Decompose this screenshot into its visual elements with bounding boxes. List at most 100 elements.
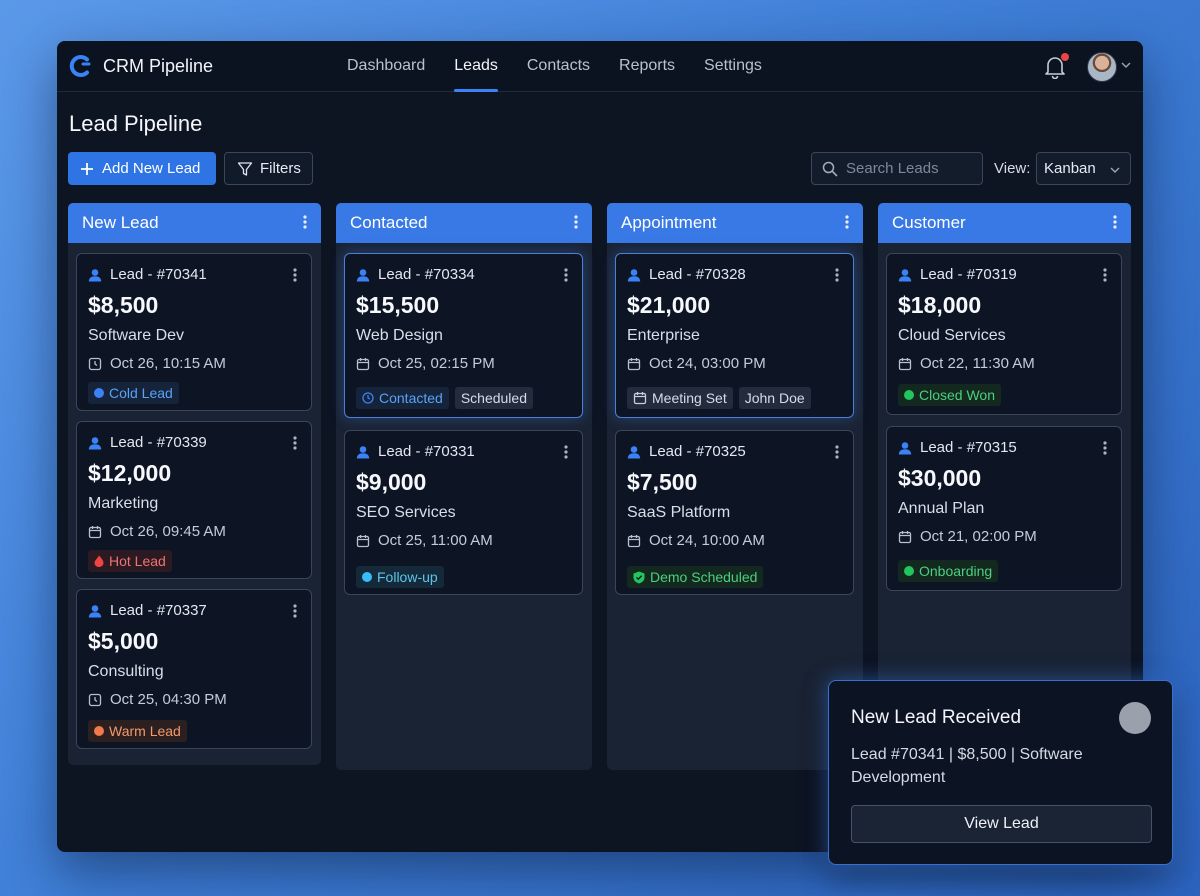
lead-id: Lead - #70328 [649, 266, 746, 283]
kebab-menu-icon[interactable] [845, 215, 849, 229]
lead-amount: $18,000 [898, 292, 982, 318]
tag-list: Closed Won [898, 384, 1002, 406]
status-dot-icon [904, 566, 914, 576]
status-tag-label: Contacted [379, 390, 443, 406]
bell-icon[interactable] [1044, 55, 1066, 79]
alarm-clock-icon [88, 357, 102, 370]
close-icon[interactable] [1119, 702, 1151, 734]
lead-card[interactable]: Lead - #70325 $7,500 SaaS Platform Oct 24, … [615, 430, 854, 595]
user-icon [88, 604, 102, 617]
user-icon [627, 268, 641, 281]
lead-date: Oct 25, 04:30 PM [110, 691, 227, 708]
status-dot-icon [904, 390, 914, 400]
lead-card[interactable]: Lead - #70334 $15,500 Web Design Oct 25, 02… [344, 253, 583, 418]
user-avatar[interactable] [1087, 52, 1117, 82]
lead-card[interactable]: Lead - #70331 $9,000 SEO Services Oct 25, 1… [344, 430, 583, 595]
lead-card[interactable]: Lead - #70328 $21,000 Enterprise Oct 24, 03… [615, 253, 854, 418]
lead-date-row: Oct 26, 10:15 AM [88, 355, 226, 372]
search-icon [822, 161, 838, 176]
status-tag: Closed Won [898, 384, 1002, 406]
status-tag: Follow-up [356, 566, 444, 588]
kebab-menu-icon[interactable] [303, 215, 307, 229]
kebab-menu-icon[interactable] [564, 445, 568, 459]
lead-date-row: Oct 25, 02:15 PM [356, 355, 495, 372]
lead-category: Annual Plan [898, 500, 985, 517]
search-box [811, 152, 983, 185]
nav-dashboard[interactable]: Dashboard [347, 57, 426, 74]
shield-check-icon [633, 571, 645, 583]
nav-reports[interactable]: Reports [619, 57, 676, 74]
tag-list: Contacted Scheduled [356, 387, 533, 409]
kebab-menu-icon[interactable] [835, 445, 839, 459]
lead-date: Oct 24, 10:00 AM [649, 532, 765, 549]
lead-amount: $7,500 [627, 469, 698, 495]
lead-card[interactable]: Lead - #70337 $5,000 Consulting Oct 25, 04:… [76, 589, 312, 749]
nav-settings[interactable]: Settings [704, 57, 762, 74]
lead-id: Lead - #70331 [378, 443, 475, 460]
kebab-menu-icon[interactable] [1113, 215, 1117, 229]
lead-card[interactable]: Lead - #70319 $18,000 Cloud Services Oct 22… [886, 253, 1122, 415]
view-lead-button[interactable]: View Lead [851, 805, 1152, 843]
lead-date: Oct 24, 03:00 PM [649, 355, 766, 372]
kebab-menu-icon[interactable] [835, 268, 839, 282]
view-select-value: Kanban [1044, 160, 1096, 177]
lead-id-row: Lead - #70331 [356, 443, 475, 460]
status-tag-label: Hot Lead [109, 553, 166, 569]
view-label: View: [994, 160, 1031, 177]
lead-category: Consulting [88, 663, 164, 680]
kebab-menu-icon[interactable] [1103, 268, 1107, 282]
status-tag-label: Demo Scheduled [650, 569, 758, 585]
view-select[interactable]: Kanban [1036, 152, 1131, 185]
chevron-down-icon[interactable] [1121, 60, 1131, 70]
lead-date: Oct 22, 11:30 AM [920, 355, 1035, 372]
search-input[interactable] [846, 160, 976, 177]
lead-card[interactable]: Lead - #70341 $8,500 Software Dev Oct 26, 1… [76, 253, 312, 411]
lead-card[interactable]: Lead - #70315 $30,000 Annual Plan Oct 21, 0… [886, 426, 1122, 591]
lead-id-row: Lead - #70334 [356, 266, 475, 283]
kebab-menu-icon[interactable] [564, 268, 568, 282]
kebab-menu-icon[interactable] [293, 436, 297, 450]
calendar-icon [633, 392, 647, 405]
lead-date-row: Oct 25, 11:00 AM [356, 532, 493, 549]
kebab-menu-icon[interactable] [574, 215, 578, 229]
status-tag-label: Follow-up [377, 569, 438, 585]
tag-list: Meeting Set John Doe [627, 387, 811, 409]
status-dot-icon [94, 388, 104, 398]
lead-amount: $9,000 [356, 469, 427, 495]
status-tag-label: Onboarding [919, 563, 993, 579]
filters-button[interactable]: Filters [224, 152, 313, 185]
pipeline-column: Customer Lead - #70319 $18,000 Cloud Servic… [878, 203, 1131, 770]
lead-date-row: Oct 24, 10:00 AM [627, 532, 765, 549]
lead-id: Lead - #70319 [920, 266, 1017, 283]
kebab-menu-icon[interactable] [1103, 441, 1107, 455]
lead-id-row: Lead - #70339 [88, 434, 207, 451]
lead-id-row: Lead - #70341 [88, 266, 207, 283]
lead-amount: $15,500 [356, 292, 440, 318]
status-tag: Hot Lead [88, 550, 172, 572]
nav-leads[interactable]: Leads [454, 41, 498, 92]
flame-icon [94, 555, 104, 567]
page-title: Lead Pipeline [69, 111, 203, 136]
lead-amount: $30,000 [898, 465, 982, 491]
pipeline-column: New Lead Lead - #70341 $8,500 Software Dev O… [68, 203, 321, 765]
tag-list: Hot Lead [88, 550, 172, 572]
plus-icon [81, 162, 93, 175]
clock-icon [362, 392, 374, 404]
calendar-icon [627, 357, 641, 370]
brand-logo-icon [69, 55, 91, 77]
lead-id-row: Lead - #70328 [627, 266, 746, 283]
calendar-icon [627, 534, 641, 547]
notification-body: Lead #70341 | $8,500 | Software Developm… [851, 746, 1083, 786]
lead-category: Cloud Services [898, 327, 1006, 344]
lead-card[interactable]: Lead - #70339 $12,000 Marketing Oct 26, 09:… [76, 421, 312, 579]
tag-list: Demo Scheduled [627, 566, 764, 588]
calendar-icon [898, 357, 912, 370]
calendar-icon [88, 525, 102, 538]
kebab-menu-icon[interactable] [293, 268, 297, 282]
app-window: CRM Pipeline Dashboard Leads Contacts Re… [57, 41, 1143, 852]
add-new-lead-button[interactable]: Add New Lead [68, 152, 216, 185]
kebab-menu-icon[interactable] [293, 604, 297, 618]
user-icon [356, 268, 370, 281]
add-new-lead-label: Add New Lead [102, 160, 201, 177]
nav-contacts[interactable]: Contacts [526, 57, 591, 74]
